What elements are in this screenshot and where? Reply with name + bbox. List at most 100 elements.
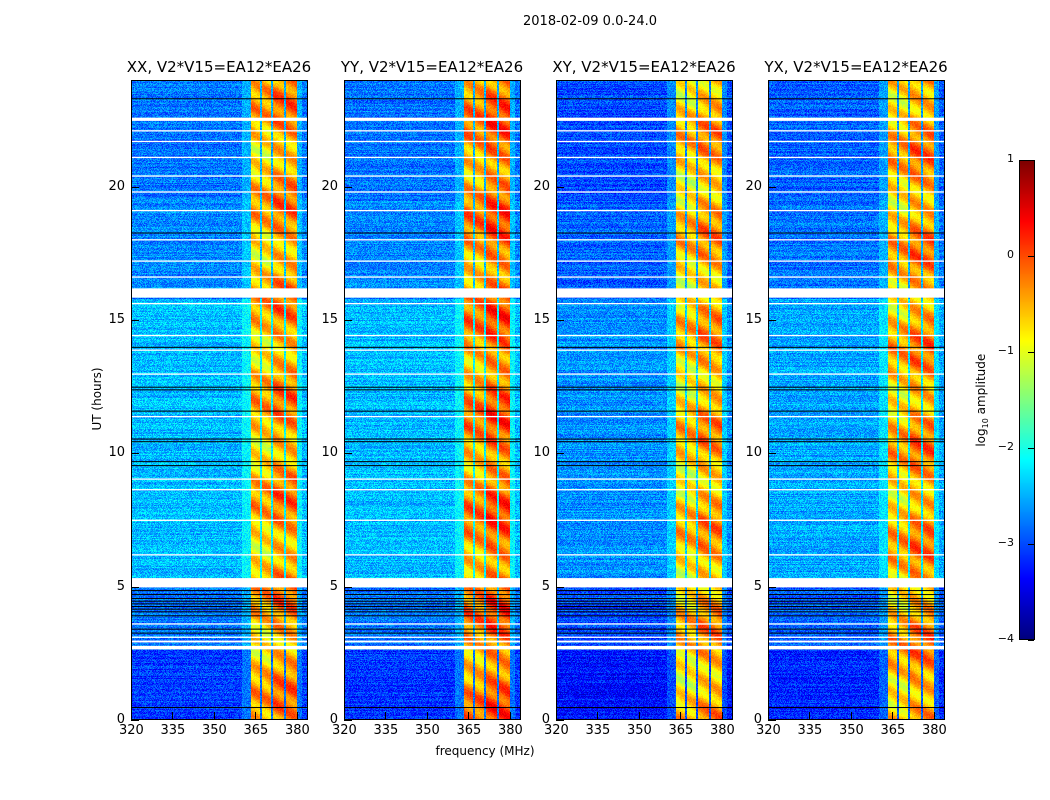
y-tick-mark [768, 586, 776, 588]
colorbar-tick-mark [1028, 640, 1034, 641]
colorbar-tick-mark [1028, 352, 1034, 353]
x-tick-mark [556, 712, 557, 720]
panel-title: XX, V2*V15=EA12*EA26 [126, 58, 312, 76]
y-tick-mark [131, 320, 139, 321]
colorbar-label: log10 amplitude [974, 340, 990, 460]
y-tick-label: 5 [753, 578, 762, 594]
x-tick-label: 320 [332, 723, 357, 738]
heatmap-image [557, 81, 732, 719]
colorbar-label-sub: 10 [981, 418, 991, 429]
y-tick-mark [768, 186, 776, 188]
y-tick-label: 15 [533, 312, 550, 327]
heatmap-panel-yx [768, 80, 945, 720]
y-tick-label: 5 [116, 578, 125, 594]
y-tick-label: 5 [541, 578, 550, 594]
x-tick-mark [638, 712, 640, 720]
y-tick-mark [768, 720, 776, 721]
x-tick-mark [933, 712, 935, 720]
colorbar-tick-label: −3 [997, 536, 1014, 549]
heatmap-image [769, 81, 944, 719]
x-tick-label: 320 [119, 723, 144, 738]
x-tick-label: 380 [921, 723, 947, 738]
x-tick-label: 365 [880, 723, 906, 738]
x-tick-mark [385, 712, 387, 720]
x-tick-mark [680, 712, 682, 720]
x-tick-mark [213, 712, 215, 720]
colorbar-tick-label: −2 [997, 440, 1014, 453]
x-tick-mark [768, 712, 769, 720]
colorbar-tick-label: −1 [997, 344, 1014, 357]
y-tick-mark [556, 453, 564, 455]
x-tick-mark [721, 712, 723, 720]
y-axis-label: UT (hours) [90, 367, 104, 431]
x-tick-label: 350 [414, 723, 440, 738]
x-tick-mark [172, 712, 174, 720]
y-tick-label: 15 [108, 312, 125, 327]
y-tick-label: 0 [541, 712, 550, 727]
y-tick-label: 0 [753, 712, 762, 727]
colorbar-tick-mark [1028, 448, 1034, 449]
y-tick-mark [768, 320, 776, 321]
x-tick-label: 320 [756, 723, 781, 738]
y-tick-mark [344, 186, 352, 188]
y-tick-mark [131, 453, 139, 455]
x-tick-mark [468, 712, 470, 720]
x-tick-mark [255, 712, 257, 720]
colorbar [1019, 160, 1035, 640]
x-tick-mark [131, 712, 132, 720]
y-tick-mark [556, 320, 564, 321]
panel-title: YY, V2*V15=EA12*EA26 [340, 58, 524, 76]
y-tick-label: 20 [533, 178, 550, 194]
heatmap-image [132, 81, 307, 719]
x-tick-label: 335 [160, 723, 186, 738]
colorbar-tick-label: −4 [997, 632, 1014, 645]
heatmap-panel-xx [131, 80, 308, 720]
y-tick-mark [768, 453, 776, 455]
y-tick-mark [131, 720, 139, 721]
y-tick-mark [556, 586, 564, 588]
x-tick-mark [296, 712, 298, 720]
x-tick-mark [892, 712, 894, 720]
x-tick-mark [850, 712, 852, 720]
x-tick-label: 350 [838, 723, 864, 738]
y-tick-mark [556, 186, 564, 188]
y-tick-label: 10 [108, 445, 125, 461]
x-tick-label: 380 [284, 723, 310, 738]
panel-title: YX, V2*V15=EA12*EA26 [764, 58, 948, 76]
panel-title: XY, V2*V15=EA12*EA26 [552, 58, 736, 76]
y-tick-label: 0 [116, 712, 125, 727]
x-tick-label: 335 [797, 723, 823, 738]
x-tick-mark [426, 712, 428, 720]
x-tick-mark [344, 712, 345, 720]
colorbar-tick-mark [1028, 256, 1034, 257]
x-tick-mark [597, 712, 599, 720]
y-tick-mark [131, 586, 139, 588]
x-tick-label: 365 [668, 723, 694, 738]
x-tick-label: 380 [497, 723, 523, 738]
y-tick-mark [344, 586, 352, 588]
x-tick-label: 335 [585, 723, 611, 738]
y-tick-label: 10 [745, 445, 762, 461]
heatmap-panel-xy [556, 80, 733, 720]
x-tick-mark [809, 712, 811, 720]
y-tick-label: 5 [329, 578, 338, 594]
heatmap-image [345, 81, 520, 719]
x-axis-label: frequency (MHz) [435, 744, 535, 758]
y-tick-label: 20 [108, 178, 125, 194]
figure-title: 2018-02-09 0.0-24.0 [523, 14, 657, 29]
y-tick-label: 15 [321, 312, 338, 327]
y-tick-label: 15 [745, 312, 762, 327]
y-tick-mark [131, 186, 139, 188]
y-tick-label: 10 [321, 445, 338, 461]
y-tick-label: 20 [745, 178, 762, 194]
y-tick-mark [344, 720, 352, 721]
y-tick-mark [344, 320, 352, 321]
y-tick-mark [556, 720, 564, 721]
y-tick-label: 0 [329, 712, 338, 727]
x-tick-label: 350 [626, 723, 652, 738]
colorbar-label-rest: amplitude [973, 353, 988, 419]
x-tick-label: 380 [709, 723, 735, 738]
colorbar-tick-mark [1028, 544, 1034, 545]
heatmap-panel-yy [344, 80, 521, 720]
colorbar-tick-mark [1028, 160, 1034, 161]
